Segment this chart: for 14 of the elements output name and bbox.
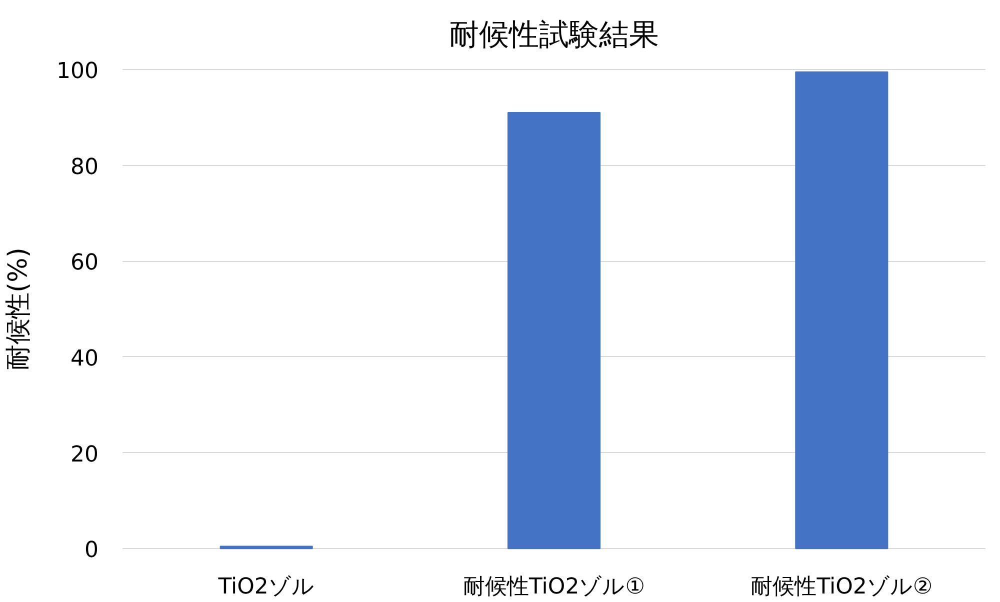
x-tick-label: 耐候性TiO2ゾル② bbox=[750, 574, 933, 600]
y-tick-label: 80 bbox=[70, 154, 99, 180]
chart-title: 耐候性試験結果 bbox=[449, 18, 659, 52]
y-tick-label: 100 bbox=[56, 58, 99, 84]
x-tick-label: TiO2ゾル bbox=[217, 574, 314, 600]
y-axis-title: 耐候性(%) bbox=[4, 247, 34, 370]
y-tick-label: 20 bbox=[70, 442, 99, 468]
x-tick-label: 耐候性TiO2ゾル① bbox=[463, 574, 645, 600]
bar bbox=[220, 546, 313, 550]
y-tick-label: 40 bbox=[70, 346, 99, 372]
y-tick-label: 0 bbox=[84, 538, 99, 564]
y-tick-label: 60 bbox=[70, 250, 99, 276]
bar bbox=[507, 112, 601, 550]
bar bbox=[795, 71, 888, 550]
